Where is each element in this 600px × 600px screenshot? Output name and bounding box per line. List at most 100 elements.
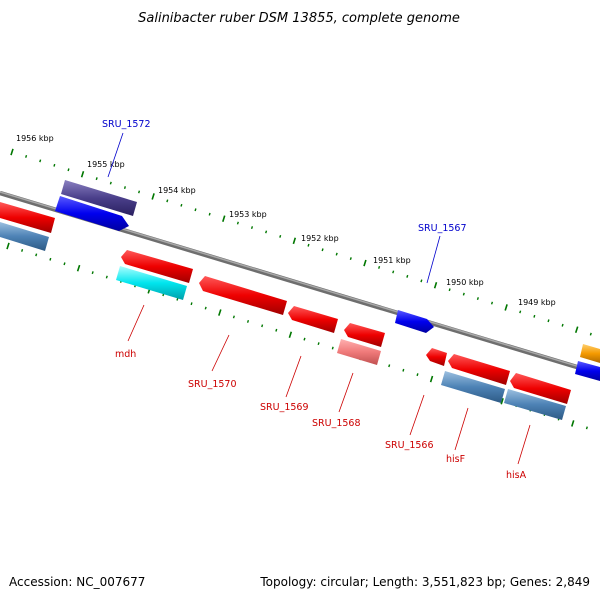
gene-hisA[interactable]	[504, 389, 566, 420]
ruler-label: 1949 kbp	[518, 298, 556, 307]
gene-label-mdh[interactable]: mdh	[115, 349, 136, 360]
ruler-minor-tick	[180, 203, 183, 207]
gene-left-steelblue[interactable]	[0, 222, 49, 251]
ruler-major-tick	[292, 237, 297, 245]
ruler-minor-tick	[190, 302, 193, 306]
gene-label-sru1572[interactable]: SRU_1572	[102, 119, 151, 130]
leader-line-mdh	[127, 304, 145, 342]
ruler-minor-tick	[204, 306, 207, 310]
ruler-minor-tick	[176, 297, 179, 301]
ruler-minor-tick	[95, 177, 98, 181]
ruler-minor-tick	[392, 270, 395, 274]
ruler-minor-tick	[331, 346, 334, 350]
ruler-minor-tick	[406, 274, 409, 278]
gene-sru1571[interactable]	[55, 196, 129, 231]
ruler-major-tick	[222, 215, 226, 222]
ruler-minor-tick	[420, 279, 423, 283]
gene-label-sru1567[interactable]: SRU_1567	[418, 223, 467, 234]
ruler-minor-tick	[123, 186, 126, 189]
gene-label-sru1568[interactable]: SRU_1568	[312, 418, 361, 429]
gene-sru1567[interactable]	[395, 310, 434, 333]
gene-sru1568-upper[interactable]	[344, 323, 385, 347]
ruler-minor-tick	[279, 234, 282, 238]
ruler-minor-tick	[265, 230, 268, 234]
genome-summary-text: Topology: circular; Length: 3,551,823 bp…	[259, 575, 590, 589]
ruler-minor-tick	[49, 257, 52, 261]
ruler-minor-tick	[25, 154, 28, 158]
leader-line-sru1572	[107, 132, 124, 178]
ruler-minor-tick	[303, 337, 306, 341]
leader-line-hisF	[454, 407, 469, 451]
accession-text: Accession: NC_007677	[9, 575, 145, 589]
ruler-ticks-upper	[10, 148, 592, 336]
gene-mdh[interactable]	[116, 266, 187, 300]
gene-hisA-upper[interactable]	[510, 373, 571, 404]
leader-line-sru1567	[426, 235, 441, 284]
ruler-minor-tick	[476, 297, 479, 301]
leader-line-sru1566	[409, 394, 425, 436]
ruler-minor-tick	[462, 292, 465, 296]
ruler-minor-tick	[138, 190, 141, 194]
gene-sru1570[interactable]	[199, 276, 287, 315]
gene-label-sru1569[interactable]: SRU_1569	[260, 402, 309, 413]
ruler-minor-tick	[21, 248, 24, 252]
leader-line-sru1568	[338, 372, 354, 413]
ruler-minor-tick	[208, 212, 211, 216]
ruler-major-tick	[76, 264, 81, 272]
ruler-minor-tick	[307, 243, 310, 247]
gene-hisF[interactable]	[441, 371, 505, 403]
ruler-minor-tick	[349, 257, 352, 261]
gene-sru1566[interactable]	[426, 348, 447, 366]
ruler-minor-tick	[378, 265, 381, 269]
ruler-label: 1956 kbp	[16, 134, 54, 143]
leader-line-sru1569	[285, 355, 302, 398]
ruler-minor-tick	[39, 159, 42, 163]
ruler-minor-tick	[402, 368, 405, 372]
gene-left-red[interactable]	[0, 202, 55, 233]
gene-right-blue[interactable]	[575, 361, 600, 381]
gene-label-hisF[interactable]: hisF	[446, 454, 465, 465]
ruler-minor-tick	[490, 301, 494, 305]
ruler-label: 1955 kbp	[87, 160, 125, 169]
ruler-minor-tick	[388, 364, 391, 368]
ruler-major-tick	[429, 375, 434, 383]
ruler-minor-tick	[533, 314, 536, 318]
ruler-major-tick	[363, 259, 367, 267]
leader-line-hisA	[517, 424, 531, 465]
gene-sru1568[interactable]	[337, 339, 381, 365]
ruler-label: 1952 kbp	[301, 234, 339, 243]
ruler-minor-tick	[35, 253, 38, 257]
ruler-minor-tick	[261, 324, 264, 328]
ruler-minor-tick	[194, 208, 197, 212]
ruler-minor-tick	[236, 221, 239, 225]
ruler-label: 1950 kbp	[446, 278, 484, 287]
ruler-minor-tick	[561, 323, 564, 327]
ruler-minor-tick	[589, 332, 592, 336]
ruler-major-tick	[500, 397, 504, 405]
ruler-major-tick	[151, 193, 155, 200]
ruler-major-tick	[6, 242, 10, 250]
ruler-major-tick	[504, 304, 508, 311]
ruler-major-tick	[571, 420, 575, 427]
ruler-minor-tick	[166, 199, 169, 203]
ruler-minor-tick	[53, 163, 56, 167]
ruler-minor-tick	[275, 328, 278, 332]
gene-sru1572[interactable]	[61, 180, 137, 216]
gene-label-hisA[interactable]: hisA	[506, 470, 527, 481]
ruler-minor-tick	[321, 248, 324, 252]
ruler-minor-tick	[232, 315, 235, 319]
gene-label-sru1570[interactable]: SRU_1570	[188, 379, 237, 390]
gene-sru1569[interactable]	[288, 306, 338, 333]
gene-right-orange[interactable]	[580, 344, 600, 363]
ruler-minor-tick	[448, 288, 451, 292]
ruler-minor-tick	[547, 319, 550, 323]
ruler-label: 1954 kbp	[158, 186, 196, 195]
gene-mdh-neighbor[interactable]	[121, 250, 193, 283]
ruler-major-tick	[433, 281, 438, 289]
gene-label-sru1566[interactable]: SRU_1566	[385, 440, 434, 451]
ruler-major-tick	[574, 326, 579, 333]
ruler-minor-tick	[63, 262, 66, 266]
gene-hisH[interactable]	[448, 354, 510, 385]
ruler-minor-tick	[109, 181, 112, 185]
